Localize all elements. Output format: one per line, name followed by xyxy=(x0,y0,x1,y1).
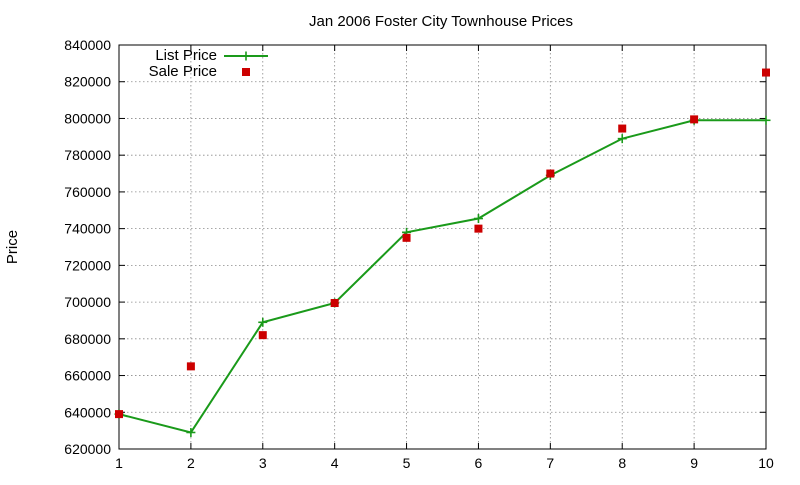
y-tick-label: 680000 xyxy=(64,331,111,347)
legend-marker-sale-price xyxy=(242,68,250,76)
grid-lines xyxy=(119,45,766,449)
list-price-point xyxy=(761,115,771,125)
list-price-point xyxy=(473,214,483,224)
y-tick-label: 760000 xyxy=(64,184,111,200)
x-tick-label: 3 xyxy=(259,455,267,471)
x-tick-label: 5 xyxy=(403,455,411,471)
y-tick-label: 720000 xyxy=(64,257,111,273)
list-price-point xyxy=(258,317,268,327)
axes: 620000 640000 660000 680000 700000 720000 7400… xyxy=(64,37,774,471)
plot-series xyxy=(114,68,771,437)
y-tick-label: 740000 xyxy=(64,221,111,237)
y-tick-label: 700000 xyxy=(64,294,111,310)
x-tick-label: 9 xyxy=(690,455,698,471)
sale-price-point xyxy=(186,362,195,371)
y-tick-label: 800000 xyxy=(64,110,111,126)
x-tick-label: 4 xyxy=(331,455,339,471)
list-price-point xyxy=(186,427,196,437)
chart-title: Jan 2006 Foster City Townhouse Prices xyxy=(309,13,573,30)
sale-price-point xyxy=(474,224,483,233)
y-axis-label: Price xyxy=(4,230,21,264)
sale-price-point xyxy=(330,299,339,308)
y-tick-label: 620000 xyxy=(64,441,111,457)
sale-price-point xyxy=(690,115,699,124)
legend-marker-list-price xyxy=(241,51,251,61)
x-tick-label: 8 xyxy=(618,455,626,471)
x-tick-label: 2 xyxy=(187,455,195,471)
sale-price-point xyxy=(618,124,627,133)
x-tick-label: 1 xyxy=(115,455,123,471)
y-tick-label: 640000 xyxy=(64,404,111,420)
sale-price-point xyxy=(762,68,770,77)
sale-price-point xyxy=(115,410,123,419)
legend-label-list-price: List Price xyxy=(155,47,217,64)
list-price-line xyxy=(118,119,766,434)
y-tick-label: 820000 xyxy=(64,74,111,90)
plot-border xyxy=(118,44,767,450)
y-tick-label: 840000 xyxy=(64,37,111,53)
sale-price-point xyxy=(546,169,555,178)
x-tick-label: 7 xyxy=(546,455,554,471)
sale-price-point xyxy=(402,233,411,242)
x-tick-label: 10 xyxy=(758,455,774,471)
sale-price-point xyxy=(258,331,267,340)
y-tick-label: 660000 xyxy=(64,368,111,384)
list-price-point xyxy=(617,134,627,144)
legend-label-sale-price: Sale Price xyxy=(149,63,217,80)
x-tick-label: 6 xyxy=(475,455,483,471)
y-tick-label: 780000 xyxy=(64,147,111,163)
